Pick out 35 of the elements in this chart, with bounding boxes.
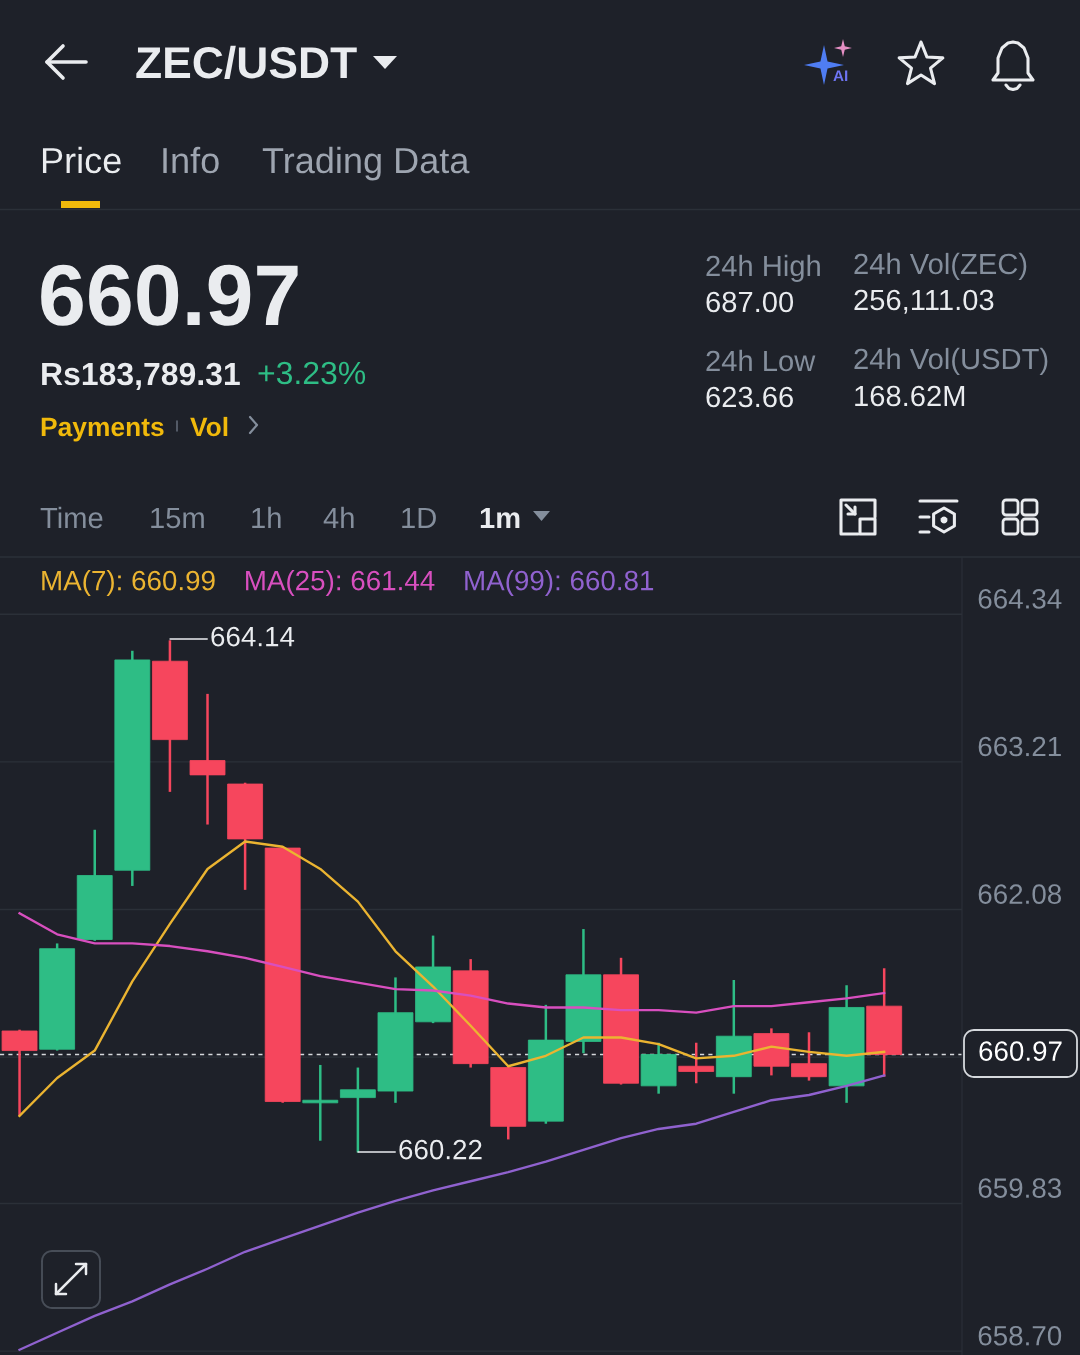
text: Rs183,789.31 — [42, 362, 240, 390]
text: AI — [833, 70, 848, 81]
text: MA(7): 660.99 — [42, 570, 215, 596]
text: 1D — [402, 507, 436, 528]
text: 4h — [323, 506, 354, 528]
text: 24h Vol(ZEC) — [854, 252, 1027, 281]
text: MA(25): 661.44 — [246, 570, 435, 596]
chart-title: ZEC/USDT — [136, 45, 357, 79]
text: 1h — [252, 506, 281, 528]
text: Trading Data — [262, 146, 470, 181]
text: 24h Low — [706, 349, 816, 372]
text: 687.00 — [706, 291, 794, 313]
annotation: 664.14 — [211, 626, 295, 647]
y-tick-label: 658.70 — [978, 1325, 1062, 1346]
text: 256,111.03 — [854, 289, 994, 314]
text: 1m — [480, 507, 520, 528]
y-tick-label: 659.83 — [978, 1178, 1062, 1198]
text: Info — [163, 146, 219, 174]
text: 660.97 — [979, 1041, 1062, 1061]
text: Price — [42, 146, 121, 174]
text: MA(99): 660.81 — [465, 570, 654, 596]
annotation: 660.22 — [399, 1139, 482, 1160]
y-tick-label: 664.34 — [978, 589, 1062, 609]
text: 168.62M — [855, 385, 965, 407]
text: 623.66 — [706, 386, 793, 408]
text: 24h Vol(USDT) — [854, 347, 1048, 376]
y-tick-label: 663.21 — [978, 736, 1061, 757]
text: Time — [40, 506, 103, 529]
text: 24h High — [706, 254, 820, 283]
text: 660.97 — [41, 264, 298, 326]
text: Vol — [190, 416, 228, 437]
text: +3.23% — [258, 361, 366, 385]
text: Payments — [41, 417, 164, 442]
text: 15m — [151, 507, 204, 529]
y-tick-label: 662.08 — [978, 884, 1062, 904]
